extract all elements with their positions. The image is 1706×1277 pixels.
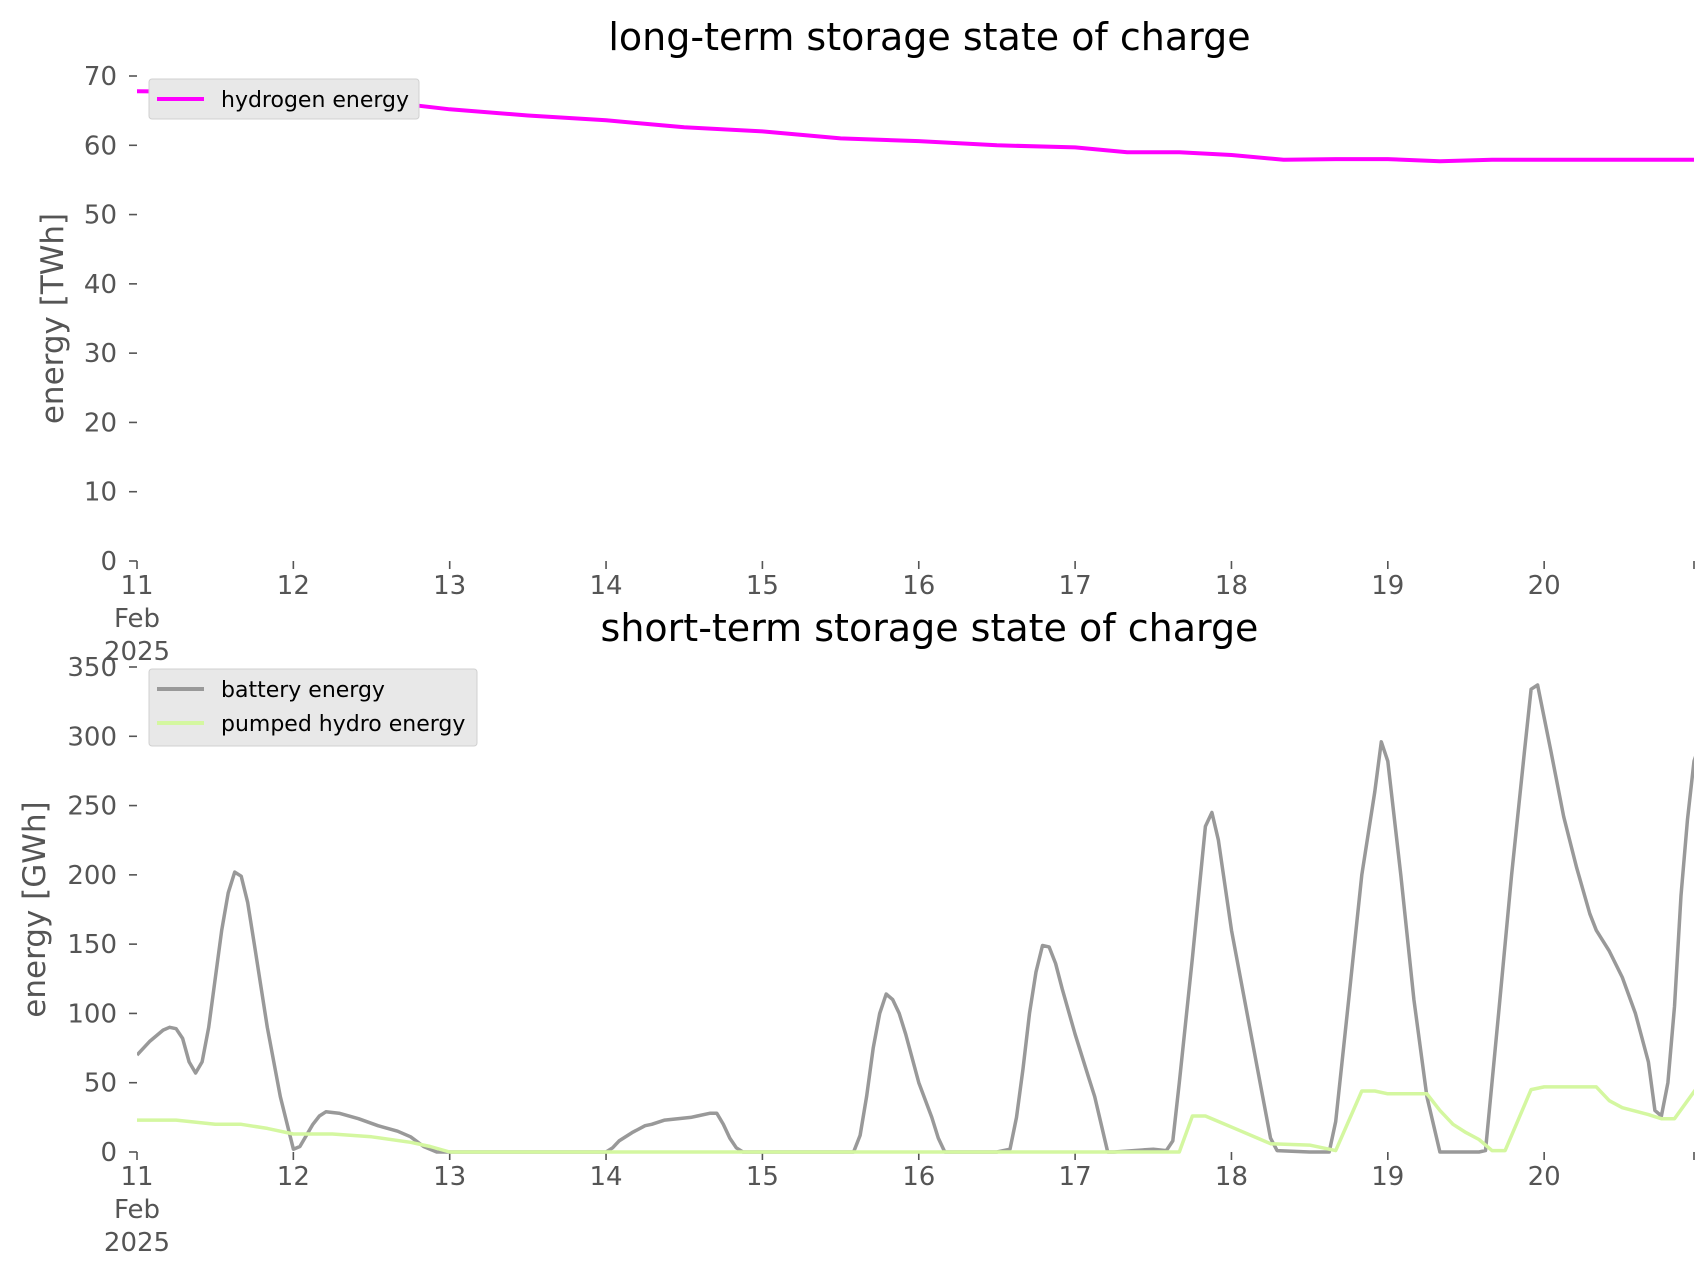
x-tick-label: 20 <box>1528 1162 1561 1192</box>
y-axis-label: energy [GWh] <box>17 801 53 1017</box>
x-tick-label: 12 <box>277 1162 310 1192</box>
x-tick-label: 18 <box>1215 1162 1248 1192</box>
y-tick-label: 100 <box>67 999 117 1029</box>
chart-title: short-term storage state of charge <box>601 606 1259 650</box>
y-tick-label: 0 <box>100 547 117 577</box>
x-tick-sublabel: Feb <box>114 1195 160 1225</box>
x-tick-sublabel: 2025 <box>104 1228 170 1258</box>
chart-title: long-term storage state of charge <box>608 15 1250 59</box>
y-tick-label: 10 <box>84 478 117 508</box>
y-tick-label: 70 <box>84 62 117 92</box>
legend-label: pumped hydro energy <box>221 712 465 737</box>
legend-label: battery energy <box>221 678 385 703</box>
legend: battery energy pumped hydro energy <box>149 669 477 746</box>
y-tick-label: 300 <box>67 722 117 752</box>
y-tick-label: 20 <box>84 408 117 438</box>
y-tick-label: 40 <box>84 270 117 300</box>
y-tick-label: 200 <box>67 861 117 891</box>
legend: hydrogen energy <box>149 79 419 119</box>
x-tick-label: 18 <box>1215 571 1248 601</box>
x-tick-sublabel: Feb <box>114 604 160 634</box>
legend-label: hydrogen energy <box>221 88 409 113</box>
y-tick-label: 350 <box>67 653 117 683</box>
y-tick-label: 150 <box>67 930 117 960</box>
x-tick-label: 12 <box>277 571 310 601</box>
x-tick-label: 15 <box>746 571 779 601</box>
x-tick-label: 13 <box>433 1162 466 1192</box>
x-tick-label: 14 <box>590 1162 623 1192</box>
x-tick-label: 19 <box>1371 571 1404 601</box>
x-tick-label: 17 <box>1059 1162 1092 1192</box>
series-line-battery-energy <box>137 685 1706 1152</box>
y-axis-ticks: 0 50 100 150 200 250 300 350 <box>67 653 137 1168</box>
y-tick-label: 250 <box>67 792 117 822</box>
x-tick-label: 11 <box>120 571 153 601</box>
x-tick-label: 19 <box>1371 1162 1404 1192</box>
y-axis-label: energy [TWh] <box>35 213 71 424</box>
y-tick-label: 30 <box>84 339 117 369</box>
x-tick-label: 20 <box>1528 571 1561 601</box>
x-tick-label: 16 <box>902 1162 935 1192</box>
x-tick-label: 14 <box>590 571 623 601</box>
short-term-storage-chart: short-term storage state of charge energ… <box>17 606 1706 1258</box>
y-tick-label: 60 <box>84 131 117 161</box>
series-layer <box>137 685 1706 1152</box>
x-tick-label: 15 <box>746 1162 779 1192</box>
long-term-storage-chart: long-term storage state of charge energy… <box>35 15 1694 667</box>
y-axis-ticks: 0 10 20 30 40 50 60 70 <box>84 62 137 577</box>
x-tick-label: 13 <box>433 571 466 601</box>
x-tick-label: 11 <box>120 1162 153 1192</box>
y-tick-label: 50 <box>84 201 117 231</box>
x-tick-label: 16 <box>902 571 935 601</box>
x-tick-label: 17 <box>1059 571 1092 601</box>
y-tick-label: 50 <box>84 1069 117 1099</box>
y-tick-label: 0 <box>100 1138 117 1168</box>
